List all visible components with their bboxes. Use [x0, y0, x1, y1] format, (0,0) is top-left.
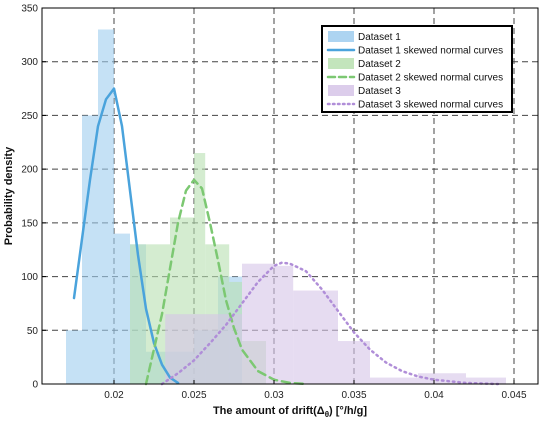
fit-curve-dataset-2	[144, 178, 308, 386]
x-tick-label: 0.02	[104, 390, 124, 401]
y-tick-label: 150	[21, 218, 38, 229]
legend-label-4: Dataset 2 skewed normal curves	[358, 73, 503, 84]
x-tick-label: 0.03	[264, 390, 284, 401]
plot-area-frame	[41, 7, 539, 385]
x-axis-label-subscript: θ	[325, 410, 329, 419]
histogram-bar-dataset-1	[114, 233, 130, 384]
x-tick-label: 0.025	[181, 390, 206, 401]
legend-label-2: Dataset 1 skewed normal curves	[358, 46, 503, 57]
histogram-bar-dataset-3	[274, 265, 294, 384]
histogram-bar-dataset-3	[242, 263, 274, 384]
legend-swatch-1	[328, 31, 354, 42]
y-tick-label: 200	[21, 165, 38, 176]
y-tick-label: 100	[21, 272, 38, 283]
y-tick-label: 250	[21, 111, 38, 122]
fit-curve-dataset-1	[72, 87, 180, 385]
y-axis-label: Probability density	[3, 146, 15, 245]
legend-swatch-3	[328, 58, 354, 69]
axis-ticks: 0.02 0.025 0.03 0.035 0.04 0.045 0 50 100 150 200 2…	[21, 4, 527, 402]
legend-label-1: Dataset 1	[358, 32, 401, 43]
x-axis-label: The amount of drift(Δθ) [°/h/g]	[213, 405, 367, 419]
fit-curves	[72, 87, 500, 386]
legend-label-3: Dataset 2	[358, 59, 401, 70]
x-tick-label: 0.035	[341, 390, 366, 401]
x-tick-label: 0.045	[501, 390, 526, 401]
legend-label-6: Dataset 3 skewed normal curves	[358, 100, 503, 111]
legend-label-5: Dataset 3	[358, 86, 401, 97]
x-axis-label-main: The amount of drift(Δ	[213, 405, 325, 417]
x-axis-label-tail: ) [°/h/g]	[329, 405, 367, 417]
x-tick-label: 0.04	[424, 390, 444, 401]
y-tick-label: 300	[21, 57, 38, 68]
histogram-bar-dataset-3	[466, 377, 506, 384]
histogram-bars	[66, 29, 506, 384]
histogram-bar-dataset-1	[66, 330, 82, 384]
histogram-bar-dataset-2	[130, 244, 146, 384]
y-tick-label: 0	[32, 380, 38, 391]
histogram-bar-dataset-1	[82, 115, 98, 384]
fit-curve-dataset-3	[160, 261, 500, 386]
histogram-bar-dataset-3	[338, 341, 370, 384]
histogram-bar-dataset-1	[98, 29, 114, 384]
legend-items: Dataset 1 Dataset 1 skewed normal curves D…	[326, 31, 503, 111]
legend: Dataset 1 Dataset 1 skewed normal curves D…	[321, 25, 513, 113]
y-tick-label: 50	[27, 326, 39, 337]
histogram-bar-dataset-3	[370, 377, 418, 384]
histogram-bar-dataset-3	[418, 373, 466, 384]
y-tick-label: 350	[21, 4, 38, 15]
histogram-bar-dataset-2	[194, 153, 206, 384]
histogram-bar-dataset-3	[293, 290, 338, 384]
legend-swatch-5	[328, 85, 354, 96]
